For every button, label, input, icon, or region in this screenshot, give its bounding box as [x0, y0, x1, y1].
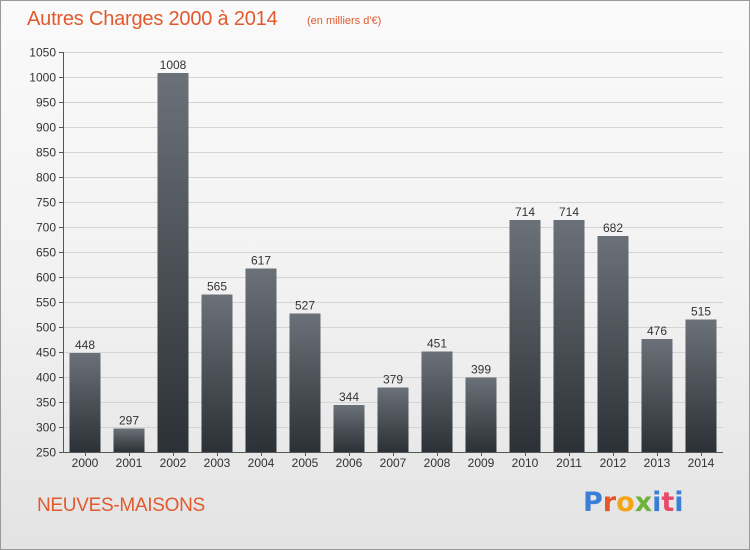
- y-tick-label: 300: [36, 421, 56, 435]
- y-tick-label: 400: [36, 371, 56, 385]
- y-tick-label: 750: [36, 196, 56, 210]
- x-tick-label: 2010: [512, 456, 539, 470]
- x-tick-label: 2012: [600, 456, 627, 470]
- data-label: 714: [515, 205, 535, 219]
- bar: [597, 236, 629, 452]
- x-tick-label: 2008: [424, 456, 451, 470]
- bar: [421, 351, 453, 452]
- data-label: 451: [427, 337, 447, 351]
- data-label: 515: [691, 305, 711, 319]
- y-tick-label: 700: [36, 221, 56, 235]
- x-tick-label: 2004: [248, 456, 275, 470]
- bar: [289, 313, 321, 452]
- logo-letter: x: [634, 487, 653, 518]
- y-tick-label: 250: [36, 446, 56, 460]
- data-label: 476: [647, 324, 667, 338]
- x-tick-label: 2003: [204, 456, 231, 470]
- y-tick-label: 600: [36, 271, 56, 285]
- x-tick-label: 2002: [160, 456, 187, 470]
- y-tick-label: 850: [36, 146, 56, 160]
- data-label: 399: [471, 363, 491, 377]
- data-label: 527: [295, 299, 315, 313]
- x-tick-label: 2007: [380, 456, 407, 470]
- axis-layer: 250 300 350 400 450 500 550 600 650 700 750 800 850 9…: [29, 46, 723, 460]
- data-label: 1008: [160, 58, 187, 72]
- bar: [245, 268, 277, 452]
- x-tick-label: 2013: [644, 456, 671, 470]
- x-tick-label: 2005: [292, 456, 319, 470]
- data-label: 448: [75, 338, 95, 352]
- logo-letter: i: [674, 487, 684, 518]
- bar: [685, 319, 717, 452]
- bar: [157, 73, 189, 452]
- proxiti-logo: Proxiti: [583, 487, 684, 518]
- data-label: 379: [383, 373, 403, 387]
- data-label: 297: [119, 414, 139, 428]
- bar-layer: [69, 73, 717, 452]
- bar: [113, 428, 145, 452]
- logo-letter: o: [616, 487, 635, 518]
- data-label: 344: [339, 390, 359, 404]
- bar: [553, 220, 585, 452]
- bar: [465, 377, 497, 452]
- y-tick-label: 1050: [29, 46, 56, 60]
- x-tick-label: 2011: [556, 456, 582, 470]
- chart-title: Autres Charges 2000 à 2014: [27, 8, 278, 30]
- y-tick-label: 550: [36, 296, 56, 310]
- y-tick-label: 900: [36, 121, 56, 135]
- logo-letter: t: [661, 487, 675, 518]
- y-tick-label: 1000: [29, 71, 56, 85]
- data-label: 682: [603, 221, 623, 235]
- x-tick-label: 2009: [468, 456, 495, 470]
- bar: [377, 387, 409, 452]
- x-tick-label: 2014: [688, 456, 715, 470]
- bar: [641, 339, 673, 452]
- label-layer: 448 2000 297 2001 1008 2002 565 2003 617 2004 527 2…: [72, 58, 715, 470]
- x-tick-label: 2000: [72, 456, 99, 470]
- y-tick-label: 950: [36, 96, 56, 110]
- y-tick-label: 650: [36, 246, 56, 260]
- y-tick-label: 450: [36, 346, 56, 360]
- y-tick-label: 500: [36, 321, 56, 335]
- x-tick-label: 2006: [336, 456, 363, 470]
- logo-letter: i: [652, 487, 662, 518]
- bar: [509, 220, 541, 452]
- bar: [69, 353, 101, 452]
- logo-letter: P: [583, 487, 603, 518]
- y-tick-label: 350: [36, 396, 56, 410]
- data-label: 714: [559, 205, 579, 219]
- x-tick-label: 2001: [116, 456, 143, 470]
- bar: [201, 294, 233, 452]
- y-tick-label: 800: [36, 171, 56, 185]
- unit-note: (en milliers d'€): [307, 15, 382, 27]
- commune-name: NEUVES-MAISONS: [37, 495, 205, 516]
- bar: [333, 405, 365, 452]
- data-label: 565: [207, 280, 227, 294]
- data-label: 617: [251, 254, 271, 268]
- logo-letter: r: [602, 487, 617, 518]
